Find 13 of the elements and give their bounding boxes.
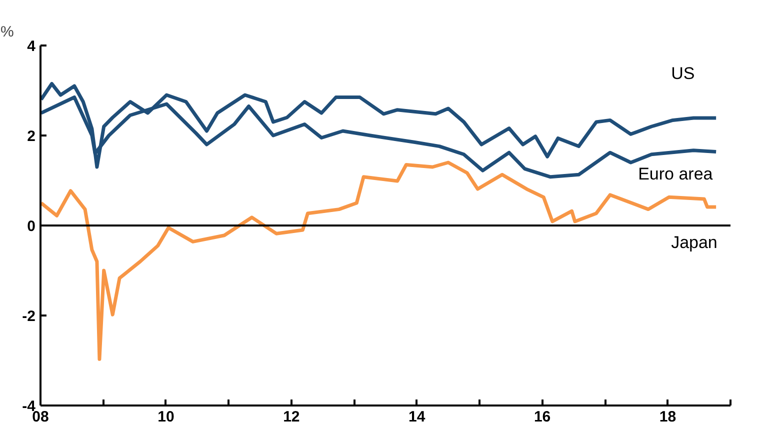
x-tick-label: 12 — [283, 408, 300, 426]
y-tick-label: -2 — [22, 308, 36, 325]
y-tick-label: 2 — [27, 128, 36, 145]
text: US — [671, 64, 695, 83]
x-tick-label: 10 — [158, 408, 174, 426]
y-tick-label: 0 — [27, 218, 36, 235]
x-tick-label: 18 — [659, 408, 676, 426]
series-label: Euro area — [638, 164, 714, 184]
x-tick-label: 14 — [408, 408, 426, 426]
x-tick-label: 16 — [534, 408, 551, 426]
series-label: Japan — [671, 233, 718, 252]
y-tick-label: 4 — [27, 38, 36, 55]
y-axis-title: % — [0, 24, 14, 40]
